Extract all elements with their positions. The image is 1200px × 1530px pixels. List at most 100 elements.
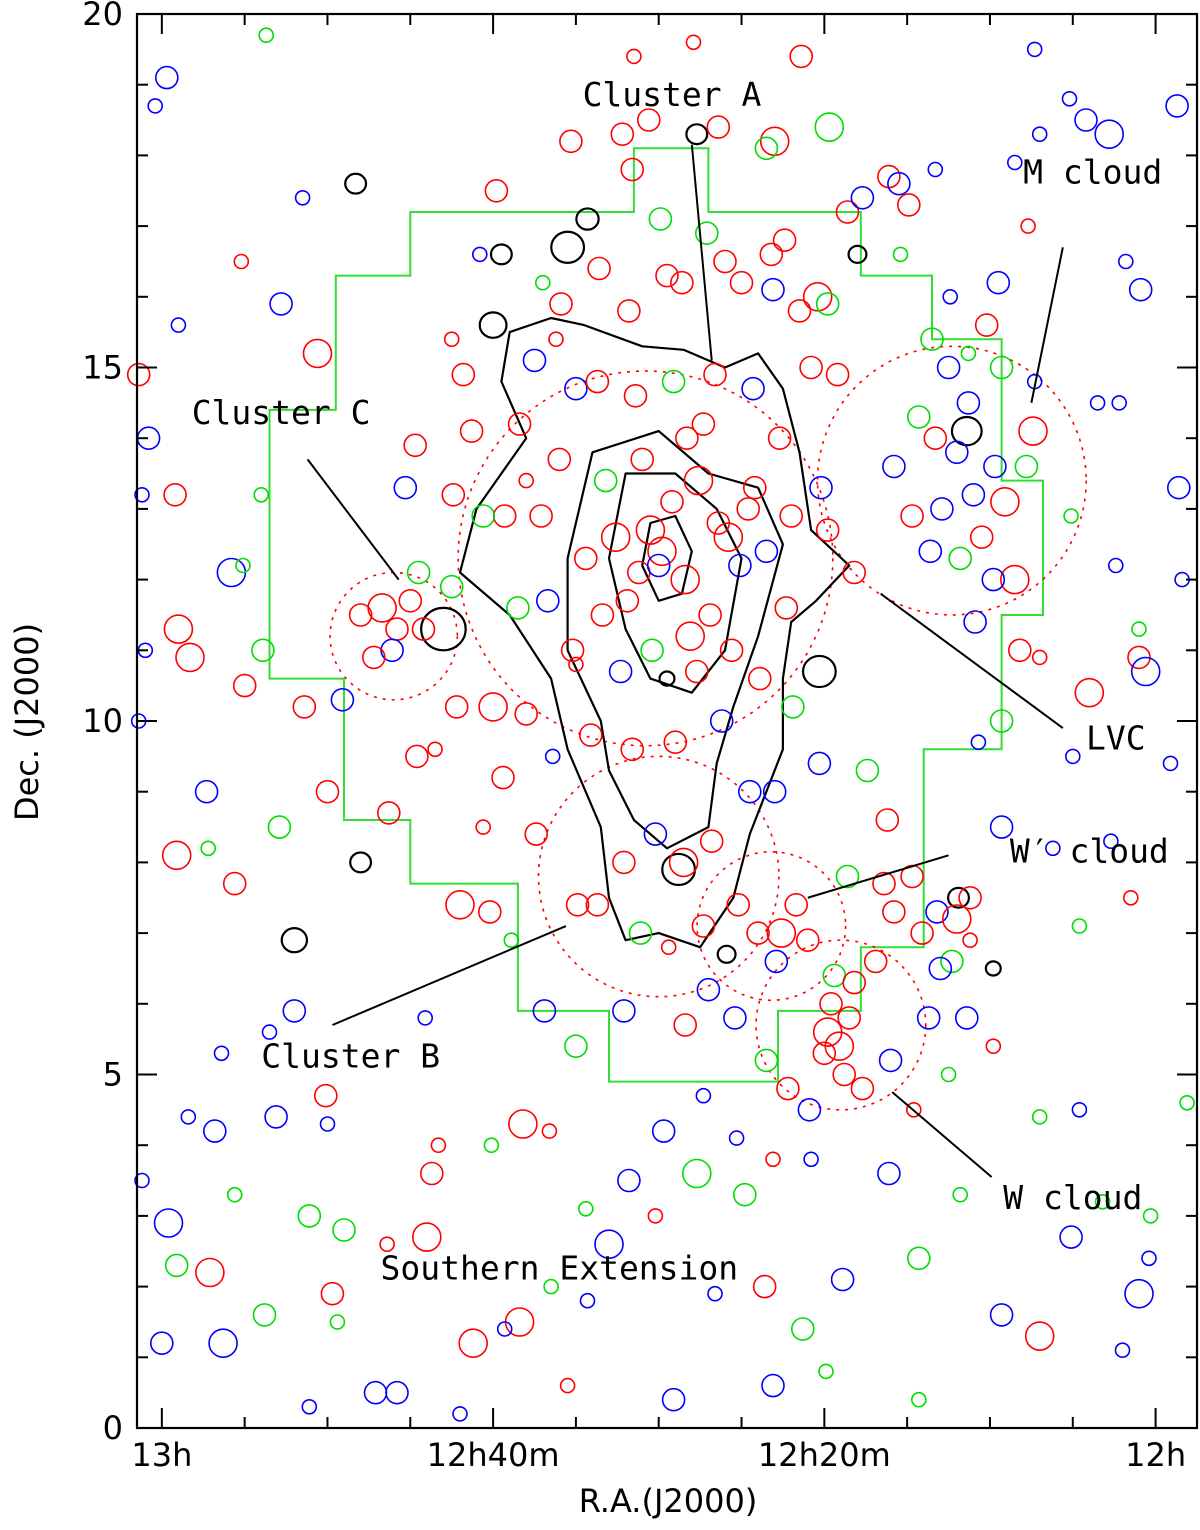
galaxy-point-291 <box>1141 1250 1157 1267</box>
galaxy-point-24 <box>684 659 709 684</box>
galaxy-point-277 <box>329 1314 346 1330</box>
galaxy-point-33 <box>623 383 648 408</box>
galaxy-point-168 <box>877 1161 901 1186</box>
survey-boundary-line <box>268 147 1044 1083</box>
galaxy-point-230 <box>1006 154 1023 171</box>
x-axis-label: R.A.(J2000) <box>579 1482 758 1520</box>
galaxy-point-321 <box>942 288 959 305</box>
galaxy-point-191 <box>636 108 661 132</box>
group-circle-2 <box>329 571 459 701</box>
galaxy-point-294 <box>985 1038 1002 1054</box>
galaxy-point-132 <box>163 614 194 644</box>
galaxy-point-268 <box>253 486 270 503</box>
galaxy-point-220 <box>986 270 1011 295</box>
galaxy-point-264 <box>126 362 151 387</box>
galaxy-point-297 <box>905 1102 922 1118</box>
galaxy-point-309 <box>319 1116 336 1132</box>
contour-level-1 <box>458 316 851 949</box>
galaxy-point-197 <box>754 136 779 161</box>
galaxy-point-216 <box>626 48 642 65</box>
annotation-leader-w-cloud <box>891 1091 993 1178</box>
galaxy-point-94 <box>776 1076 800 1101</box>
galaxy-point-329 <box>1103 833 1119 850</box>
galaxy-point-18 <box>630 447 655 472</box>
group-circle-4 <box>696 850 847 1002</box>
galaxy-point-270 <box>261 1024 278 1040</box>
galaxy-point-331 <box>1071 918 1088 934</box>
galaxy-point-35 <box>703 362 727 387</box>
galaxy-point-212 <box>549 292 573 316</box>
galaxy-point-85 <box>850 1076 875 1101</box>
galaxy-point-48 <box>507 412 532 436</box>
galaxy-point-282 <box>579 1292 596 1309</box>
galaxy-point-86 <box>863 949 888 974</box>
galaxy-point-283 <box>707 1285 723 1302</box>
galaxy-point-78 <box>819 991 843 1016</box>
galaxy-point-227 <box>1128 277 1153 302</box>
galaxy-point-126 <box>393 475 418 500</box>
contour-island-0 <box>344 172 368 195</box>
galaxy-point-165 <box>752 1274 777 1299</box>
galaxy-point-306 <box>483 1137 500 1153</box>
galaxy-point-318 <box>471 246 488 263</box>
galaxy-point-153 <box>320 1281 345 1306</box>
galaxy-point-161 <box>617 1168 641 1193</box>
galaxy-point-263 <box>163 482 187 507</box>
galaxy-point-199 <box>835 200 860 224</box>
galaxy-point-158 <box>504 1307 535 1337</box>
galaxy-point-305 <box>541 1123 558 1139</box>
group-circle-0 <box>457 370 834 747</box>
galaxy-point-311 <box>503 932 520 949</box>
galaxy-point-44 <box>578 723 603 747</box>
galaxy-point-255 <box>258 27 275 44</box>
galaxy-point-36 <box>741 376 765 401</box>
galaxy-point-46 <box>506 596 530 620</box>
galaxy-point-10 <box>728 553 752 578</box>
galaxy-point-127 <box>403 433 428 458</box>
galaxy-point-107 <box>923 426 948 451</box>
contour-island-7 <box>950 415 983 447</box>
galaxy-point-72 <box>746 921 770 945</box>
galaxy-point-310 <box>417 1010 434 1026</box>
galaxy-point-239 <box>958 885 982 910</box>
galaxy-point-143 <box>222 871 247 896</box>
galaxy-point-233 <box>1130 656 1161 687</box>
galaxy-point-278 <box>301 1399 318 1415</box>
annotation-w-cloud: W′ cloud <box>1010 831 1169 870</box>
contour-island-3 <box>489 243 513 266</box>
galaxy-point-121 <box>411 617 436 641</box>
galaxy-point-333 <box>1162 755 1179 772</box>
annotation-southern-extension: Southern Extension <box>381 1249 739 1288</box>
galaxy-point-26 <box>608 659 633 684</box>
contour-island-5 <box>685 123 709 146</box>
galaxy-point-102 <box>961 482 986 507</box>
galaxy-point-281 <box>543 1278 559 1295</box>
galaxy-point-286 <box>952 1186 969 1203</box>
galaxy-point-151 <box>208 1328 238 1358</box>
galaxy-point-308 <box>379 1236 395 1252</box>
galaxy-point-238 <box>989 815 1014 839</box>
galaxy-point-334 <box>1031 649 1048 666</box>
galaxy-point-241 <box>928 956 953 981</box>
galaxy-point-60 <box>842 560 867 585</box>
galaxy-point-284 <box>818 1363 834 1380</box>
galaxy-point-273 <box>180 1109 197 1125</box>
galaxy-point-92 <box>878 1048 903 1073</box>
galaxy-point-182 <box>565 892 590 917</box>
galaxy-point-81 <box>824 1031 855 1061</box>
galaxy-point-200 <box>877 164 901 189</box>
galaxy-point-298 <box>940 1066 957 1083</box>
contour-level-2 <box>566 430 784 850</box>
galaxy-point-237 <box>963 610 987 634</box>
galaxy-point-271 <box>213 1045 230 1062</box>
galaxy-point-303 <box>647 1208 664 1224</box>
galaxy-point-5 <box>660 489 684 514</box>
galaxy-point-204 <box>815 292 840 316</box>
galaxy-point-205 <box>850 186 875 210</box>
galaxy-point-137 <box>292 695 317 719</box>
galaxy-point-275 <box>164 1253 189 1278</box>
annotation-leader-lvc <box>880 592 1064 729</box>
galaxy-point-206 <box>761 277 785 302</box>
galaxy-point-236 <box>989 709 1014 733</box>
